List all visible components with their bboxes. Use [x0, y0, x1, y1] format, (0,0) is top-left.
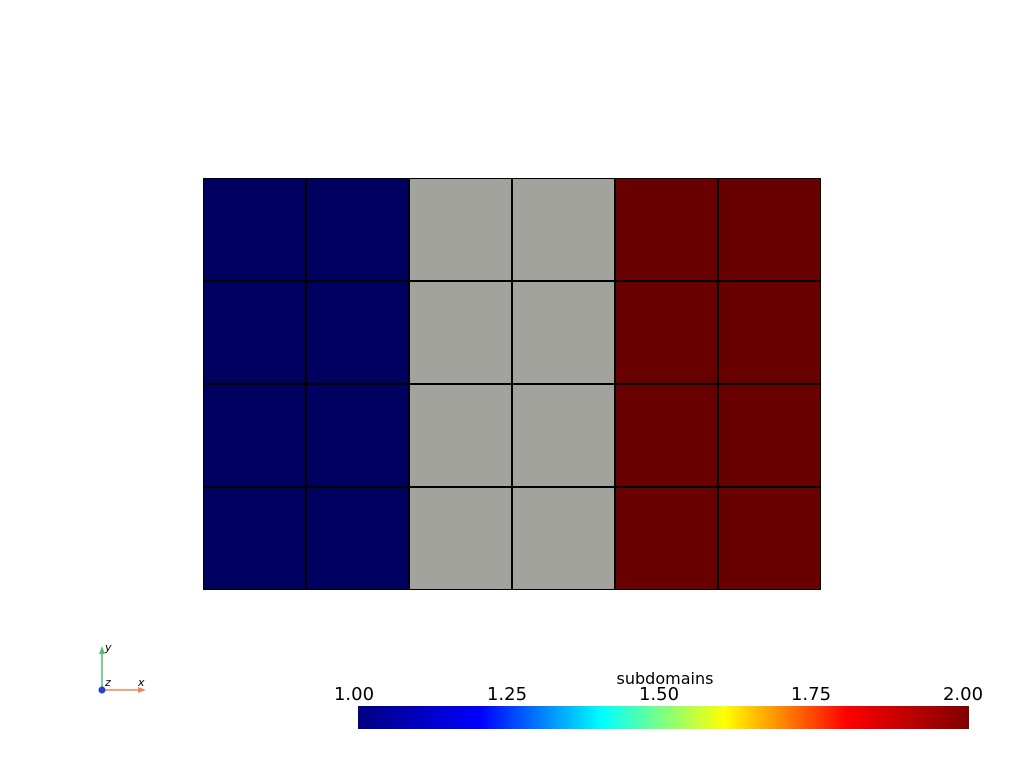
y-axis-arrow	[99, 646, 105, 654]
colorbar-tick-label: 1.50	[638, 684, 680, 705]
mesh-cell	[410, 488, 511, 589]
mesh-cell	[513, 179, 614, 280]
z-axis-label: z	[104, 676, 111, 689]
mesh-cell	[204, 385, 305, 486]
x-axis-arrow	[138, 687, 146, 693]
mesh-grid	[203, 178, 821, 590]
mesh-cell	[719, 282, 820, 383]
mesh-cell	[513, 385, 614, 486]
mesh-cell	[513, 282, 614, 383]
mesh-cell	[410, 282, 511, 383]
mesh-cell	[616, 179, 717, 280]
colorbar-gradient	[358, 706, 969, 729]
mesh-cell	[204, 488, 305, 589]
mesh-cell	[513, 488, 614, 589]
colorbar-tick-label: 2.00	[942, 684, 984, 705]
mesh-cell	[410, 385, 511, 486]
mesh-cell	[307, 488, 408, 589]
x-axis-label: x	[137, 676, 145, 689]
mesh-cell	[204, 179, 305, 280]
mesh-cell	[204, 282, 305, 383]
mesh-cell	[616, 282, 717, 383]
mesh-cell	[616, 488, 717, 589]
mesh-cell	[719, 179, 820, 280]
mesh-cell	[719, 385, 820, 486]
mesh-cell	[307, 179, 408, 280]
mesh-cell	[307, 282, 408, 383]
colorbar-tick-label: 1.00	[333, 684, 375, 705]
mesh-cell	[719, 488, 820, 589]
orientation-axes-widget: y x z	[98, 641, 146, 694]
colorbar-tick-label: 1.25	[486, 684, 528, 705]
z-axis-dot	[98, 686, 106, 694]
mesh-cell	[410, 179, 511, 280]
colorbar-title: subdomains	[616, 669, 714, 688]
y-axis-label: y	[104, 641, 112, 654]
mesh-cell	[307, 385, 408, 486]
colorbar-tick-label: 1.75	[790, 684, 832, 705]
mesh-cell	[616, 385, 717, 486]
